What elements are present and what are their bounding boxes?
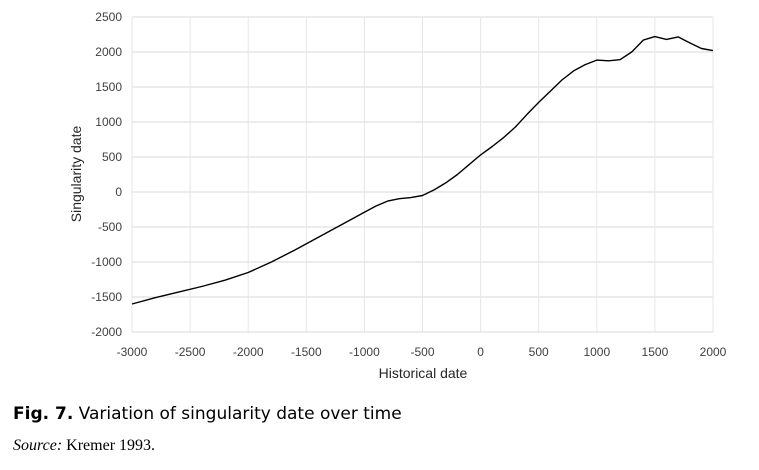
x-tick-label: 1000: [583, 345, 610, 359]
x-tick-label: -3000: [117, 345, 148, 359]
series-layer: [131, 35, 714, 305]
figure-caption: Fig. 7. Variation of singularity date ov…: [13, 404, 402, 424]
y-tick-label: 2500: [95, 10, 122, 24]
x-tick-label: 1500: [642, 345, 669, 359]
y-tick-label: -500: [98, 220, 122, 234]
y-tick-label: -1000: [91, 255, 122, 269]
y-tick-label: 500: [102, 150, 122, 164]
x-tick-label: -500: [410, 345, 434, 359]
series-line: [131, 35, 714, 305]
y-tick-label: 1000: [95, 115, 122, 129]
line-chart: -2000-1500-1000-50005001000150020002500 …: [68, 10, 727, 381]
x-tick-label: 0: [477, 345, 484, 359]
figure-caption-text: Variation of singularity date over time: [73, 404, 402, 424]
source-text: Kremer 1993.: [62, 437, 156, 454]
y-tick-label: 2000: [95, 45, 122, 59]
x-tick-label: 2000: [700, 345, 727, 359]
x-tick-label: -2000: [233, 345, 264, 359]
y-tick-label: 1500: [95, 80, 122, 94]
y-axis-title: Singularity date: [68, 126, 84, 223]
source-label: Source:: [13, 437, 63, 454]
gridlines: [131, 16, 714, 333]
x-tick-label: -1500: [291, 345, 322, 359]
x-axis-tick-labels: -3000 -2500 -2000 -1500 -1000 -500 0 500 1000 150…: [117, 345, 727, 359]
x-tick-label: -1000: [349, 345, 380, 359]
y-tick-label: -2000: [91, 325, 122, 339]
x-tick-label: 500: [529, 345, 549, 359]
y-tick-label: -1500: [91, 290, 122, 304]
figure-label: Fig. 7.: [13, 404, 74, 424]
x-axis-title: Historical date: [379, 365, 468, 381]
figure-source: Source: Kremer 1993.: [13, 437, 155, 455]
y-tick-label: 0: [115, 185, 122, 199]
x-tick-label: -2500: [175, 345, 206, 359]
y-axis-tick-labels: -2000 -1500 -1000 -500 0 500 1000 1500 2000 2500: [91, 10, 122, 339]
